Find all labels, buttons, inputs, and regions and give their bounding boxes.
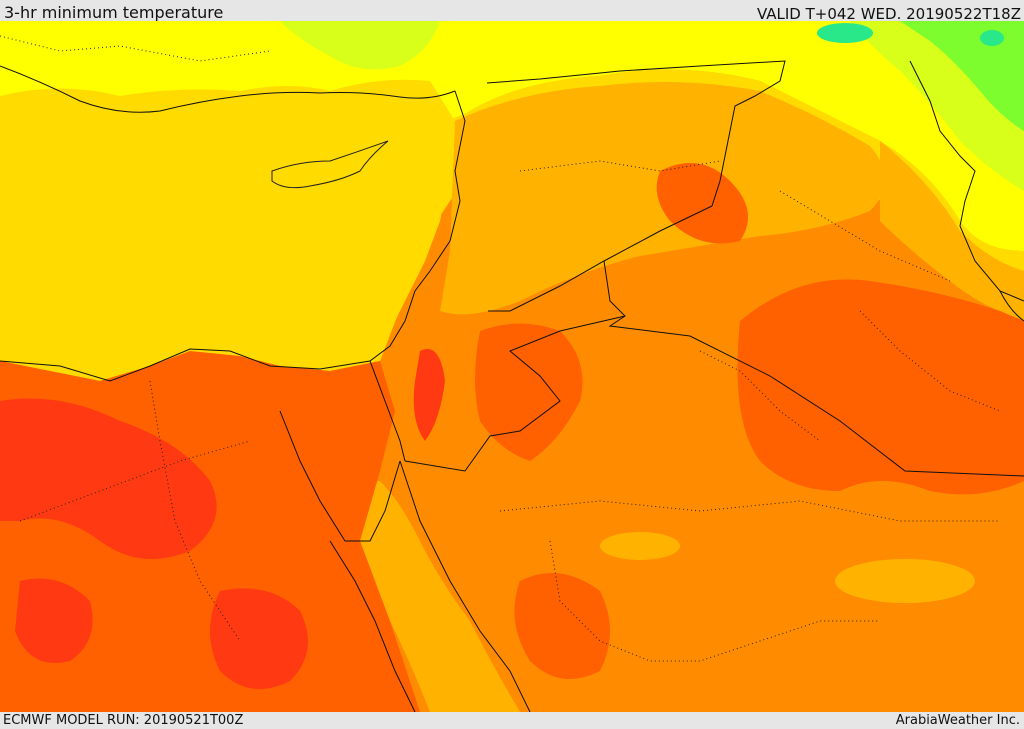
zone-dark-orange-syria xyxy=(475,323,583,461)
zone-ne-cyan-1 xyxy=(817,23,873,43)
model-run-label: ECMWF MODEL RUN: 20190521T00Z xyxy=(3,713,244,728)
zone-ne-cyan-2 xyxy=(980,30,1004,46)
coastline-nile-delta xyxy=(0,348,371,382)
province-border-9 xyxy=(859,310,1001,412)
province-border-5 xyxy=(19,440,251,522)
valid-time-label: VALID T+042 WED. 20190522T18Z xyxy=(756,5,1021,23)
province-borders xyxy=(0,35,1001,662)
zone-light-orange-patch-2 xyxy=(835,559,975,603)
province-border-6 xyxy=(149,380,241,642)
border-iraq-saudi xyxy=(603,260,1024,477)
zone-light-orange-patch-1 xyxy=(600,532,680,560)
coastline-gulf-of-suez xyxy=(279,410,401,542)
zone-ne-lightgreen xyxy=(900,21,1024,131)
border-syria-jordan-iraq xyxy=(488,205,713,312)
coastline-red-sea-west xyxy=(329,540,416,712)
mediterranean-sea xyxy=(0,79,455,381)
border-iraq-syria xyxy=(486,60,786,207)
coastline-red-sea-east xyxy=(399,460,531,712)
zone-nw-green xyxy=(280,21,440,70)
coastline-levant xyxy=(369,90,466,362)
credit-label: ArabiaWeather Inc. xyxy=(895,713,1020,728)
province-border-4 xyxy=(549,540,880,662)
zone-dark-orange-iraq xyxy=(656,163,748,244)
zone-dark-orange-east xyxy=(737,279,1024,495)
province-border-3 xyxy=(499,500,1000,522)
zone-red-sinai xyxy=(413,349,445,441)
cyprus-island xyxy=(271,140,389,189)
map-title: 3-hr minimum temperature xyxy=(4,3,224,22)
province-border-1 xyxy=(519,160,721,172)
coastline-persian-gulf xyxy=(999,290,1024,322)
temperature-map[interactable] xyxy=(0,21,1024,712)
zone-red-egypt-2 xyxy=(210,588,308,689)
zone-red-egypt-3 xyxy=(15,578,93,663)
border-egypt-israel xyxy=(369,360,406,462)
map-canvas xyxy=(0,21,1024,712)
coastline-turkey xyxy=(0,65,456,113)
border-jordan-saudi xyxy=(404,315,626,472)
border-iran-iraq xyxy=(909,60,1024,302)
zone-dark-orange-arabia xyxy=(514,573,610,679)
zone-north-yellow xyxy=(0,21,1024,251)
country-borders xyxy=(0,60,1024,712)
zone-red-egypt-1 xyxy=(0,398,217,559)
